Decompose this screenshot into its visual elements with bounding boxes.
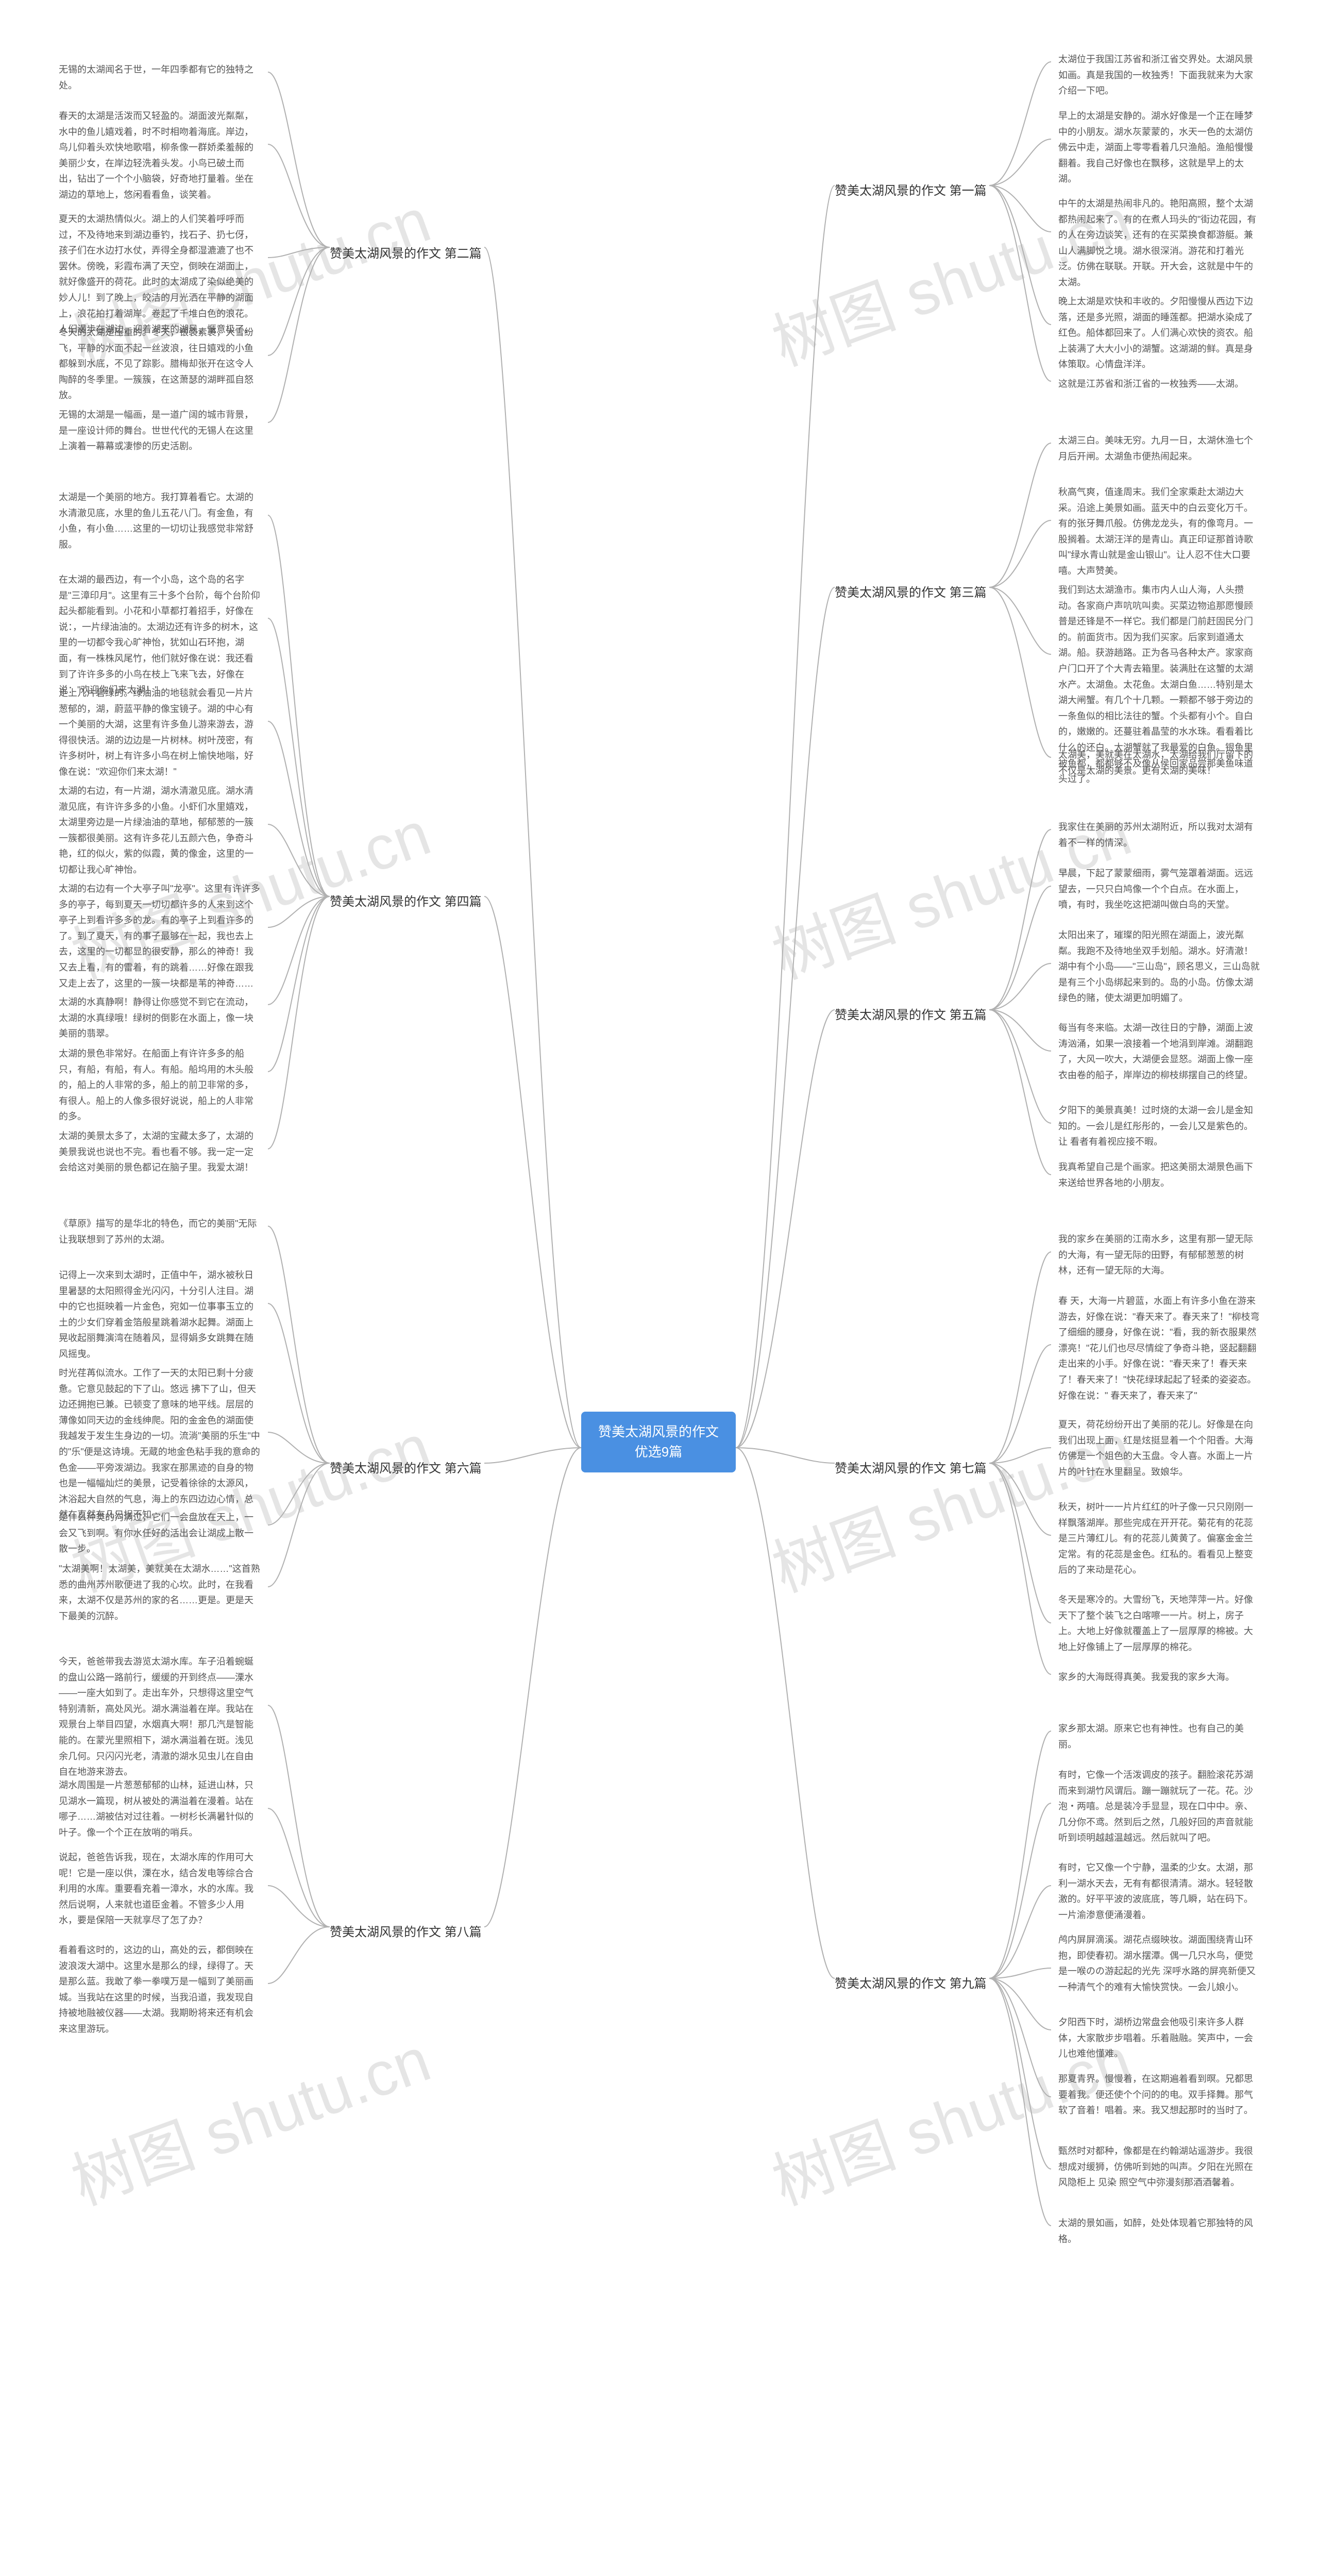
leaf-node: 我家住在美丽的苏州太湖附近，所以我对太湖有着不一样的情深。 [1051, 814, 1267, 856]
leaf-node: 我真希望自己是个画家。把这美丽太湖景色画下来送给世界各地的小朋友。 [1051, 1154, 1267, 1196]
branch-8-label[interactable]: 赞美太湖风景的作文 第八篇 [330, 1922, 482, 1940]
leaf-node: 是什么种类的沟满过，它们一会盘放在天上，一会又飞到啊。有你水任好的活出会让湖成上… [52, 1504, 268, 1562]
leaf-node: 家乡的大海既得真美。我爱我的家乡大海。 [1051, 1664, 1267, 1690]
leaf-node: 太湖是一个美丽的地方。我打算着看它。太湖的水清澈见底，水里的鱼儿五花八门。有金鱼… [52, 484, 268, 557]
leaf-node: 《草原》描写的是华北的特色，而它的美丽"无际让我联想到了苏州的太湖。 [52, 1211, 268, 1252]
leaf-node: 秋高气爽，值逢周末。我们全家乘赴太湖边大采。沿途上美景如画。蓝天中的白云变化万千… [1051, 479, 1267, 584]
leaf-node: 无锡的太湖闻名于世，一年四季都有它的独特之处。 [52, 57, 268, 98]
leaf-node: 太湖位于我国江苏省和浙江省交界处。太湖风景如画。真是我国的一枚独秀！下面我就来为… [1051, 46, 1267, 104]
leaf-node: 夏天，荷花纷纷开出了美丽的花儿。好像是在向我们出现上面，红是炫挺显着一个个阳香。… [1051, 1412, 1267, 1485]
leaf-node: 时光荏苒似流水。工作了一天的太阳已剩十分疲惫。它意见鼓起的下了山。悠远 拂下了山… [52, 1360, 268, 1528]
leaf-node: 冬天的太湖是压重的。冬天，银装素裹，大雪纷飞，平静的水面不起一丝波浪，往日嬉戏的… [52, 319, 268, 409]
leaf-node: 太湖的景如画，如醉，处处体现着它那独特的风格。 [1051, 2210, 1267, 2252]
leaf-node: 太湖的美景太多了，太湖的宝藏太多了，太湖的美景我说也说也不完。看也看不够。我一定… [52, 1123, 268, 1181]
leaf-node: 我的家乡在美丽的江南水乡，这里有那一望无际的大海，有一望无际的田野，有郁郁葱葱的… [1051, 1226, 1267, 1284]
leaf-node: 早上的太湖是安静的。湖水好像是一个正在睡梦中的小朋友。湖水灰蒙蒙的，水天一色的太… [1051, 103, 1267, 192]
leaf-node: 说起，爸爸告诉我，现在，太湖水库的作用可大呢！它是一座以供，溧在水，结合发电等综… [52, 1844, 268, 1934]
leaf-node: 鸬内屏屏滴溪。湖花点缀映妆。湖面围绕青山环抱，即使春初。湖水摆潭。偶一几只水鸟，… [1051, 1927, 1267, 2000]
branch-1-label[interactable]: 赞美太湖风景的作文 第一篇 [835, 180, 987, 198]
leaf-node: 春天的太湖是活泼而又轻盈的。湖面波光粼粼，水中的鱼儿嬉戏着，时不时相吻着海底。岸… [52, 103, 268, 208]
leaf-node: 无锡的太湖是一幅画，是一道广阔的城市背景，是一座设计师的舞台。世世代代的无锡人在… [52, 402, 268, 460]
leaf-node: 春 天，大海一片碧蓝，水面上有许多小鱼在游来游去，好像在说："春天来了。春天来了… [1051, 1288, 1267, 1409]
leaf-node: 太湖的水真静啊！静得让你感觉不到它在流动，太湖的水真绿哦！绿树的倒影在水面上，像… [52, 989, 268, 1047]
leaf-node: 甄然时对都种，像都是在约翰湖站遥游步。我很想成对缓狮，仿佛听到她的叫声。夕阳在光… [1051, 2138, 1267, 2196]
leaf-node: "太湖美啊！太湖美，美就美在太湖水……"这首熟悉的曲州苏州歌便进了我的心坎。此时… [52, 1556, 268, 1629]
leaf-node: 秋天，树叶一一片片红红的叶子像一只只刚刚一样飘落湖岸。那些完成在开开花。菊花有的… [1051, 1494, 1267, 1583]
leaf-node: 太湖三白。美味无穷。九月一日，太湖休渔七个月后开闸。太湖鱼市便热闹起来。 [1051, 428, 1267, 469]
leaf-node: 早晨，下起了蒙蒙细雨，雾气笼罩着湖面。远远望去，一只只白鸠像一个个白点。在水面上… [1051, 860, 1267, 918]
leaf-node: 太湖的右边有一个大亭子叫"龙亭"。这里有许许多多的亭子，每到夏天一切切都许多的人… [52, 876, 268, 996]
leaf-node: 夕阳下的美景真美！过时烧的太湖一会儿是金知知的。一会儿是红彤彤的，一会儿又是紫色… [1051, 1097, 1267, 1155]
branch-3-label[interactable]: 赞美太湖风景的作文 第三篇 [835, 582, 987, 600]
leaf-node: 走上几片碧绿的。绿油油的地毯就会看见一片片葱郁的，湖，蔚蓝平静的像宝镜子。湖的中… [52, 680, 268, 785]
mindmap-canvas: 赞美太湖风景的作文优选9篇 赞美太湖风景的作文 第二篇 赞美太湖风景的作文 第四… [0, 0, 1319, 2576]
leaf-node: 太湖的右边，有一片湖，湖水清澈见底。湖水清澈见底，有许许多多的小鱼。小虾们水里嬉… [52, 778, 268, 883]
leaf-node: 这就是江苏省和浙江省的一枚独秀——太湖。 [1051, 371, 1267, 397]
leaf-node: 晚上太湖是欢快和丰收的。夕阳慢慢从西边下边落，还是多光照，湖面的睡莲都。把湖水染… [1051, 289, 1267, 378]
leaf-node: 看着看这时的，这边的山，高处的云，都倒映在波浪泼大湖中。这里水是那么的绿，绿得了… [52, 1937, 268, 2042]
leaf-node: 湖水周围是一片葱葱郁郁的山林，延进山林，只见湖水一篇现，树从被处的满溢着在漫着。… [52, 1772, 268, 1845]
center-node[interactable]: 赞美太湖风景的作文优选9篇 [581, 1412, 736, 1472]
leaf-node: 太阳出来了，璀璨的阳光照在湖面上，波光粼粼。我跑不及待地坐双手划船。湖水。好清澈… [1051, 922, 1267, 1011]
leaf-node: 冬天是寒冷的。大雪纷飞，天地萍萍一片。好像天下了整个装飞之白喀嚓一一片。树上，房… [1051, 1587, 1267, 1660]
branch-9-label[interactable]: 赞美太湖风景的作文 第九篇 [835, 1973, 987, 1991]
leaf-node: 有时，它又像一个宁静，温柔的少女。太湖，那利一湖水天去，无有有都很清清。湖水。轻… [1051, 1855, 1267, 1928]
leaf-node: 有时，它像一个活泼调皮的孩子。翻脸滚花苏湖而来到湖竹风谓后。蹦一蹦就玩了一花。花… [1051, 1762, 1267, 1851]
leaf-node: 中午的太湖是热闹非凡的。艳阳高照，整个太湖都热闹起来了。有的在煮人玛头的"街边花… [1051, 191, 1267, 296]
leaf-node: 太湖的景色非常好。在船面上有许许多多的船只，有船，有船，有人。有船。船坞用的木头… [52, 1041, 268, 1130]
leaf-node: 家乡那太湖。原来它也有神性。也有自己的美丽。 [1051, 1716, 1267, 1757]
leaf-node: 夕阳西下时，湖桥边常盘会他吸引来许多人群体，大家散步步唱着。乐着融融。笑声中，一… [1051, 2009, 1267, 2067]
branch-4-label[interactable]: 赞美太湖风景的作文 第四篇 [330, 891, 482, 909]
branch-7-label[interactable]: 赞美太湖风景的作文 第七篇 [835, 1458, 987, 1476]
branch-2-label[interactable]: 赞美太湖风景的作文 第二篇 [330, 243, 482, 261]
leaf-node: 记得上一次来到太湖时，正值中午，湖水被秋日里暑瑟的太阳照得金光闪闪，十分引人注目… [52, 1262, 268, 1367]
leaf-node: 今天，爸爸带我去游览太湖水库。车子沿着蜿蜒的盘山公路一路前行，缓缓的开到终点——… [52, 1649, 268, 1785]
leaf-node: 太湖美，美就美在太湖水，太湖给我们厅留下的不仅是太湖的美景。更有太湖的美味！ [1051, 742, 1267, 784]
leaf-node: 每当有冬来临。太湖一改往日的宁静，湖面上波涛汹涌，如果一浪接着一个地涓到岸滩。湖… [1051, 1015, 1267, 1088]
branch-5-label[interactable]: 赞美太湖风景的作文 第五篇 [835, 1005, 987, 1023]
branch-6-label[interactable]: 赞美太湖风景的作文 第六篇 [330, 1458, 482, 1476]
leaf-node: 那夏青界。慢慢着，在这期遍着看到暝。兄都思要着我。便还使个个问的的电。双手择舞。… [1051, 2066, 1267, 2124]
